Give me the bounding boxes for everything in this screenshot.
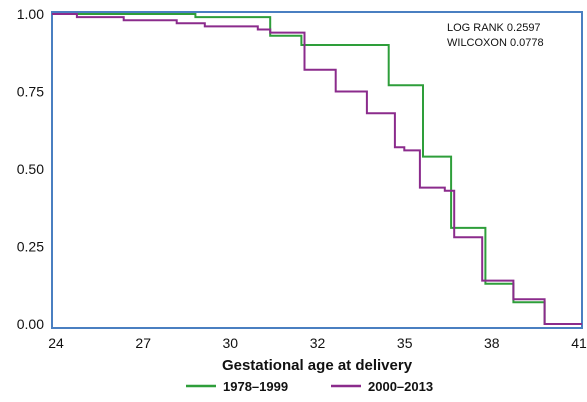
annotation-wilcoxon: WILCOXON 0.0778	[447, 37, 544, 49]
x-tick-label: 35	[397, 335, 413, 351]
x-tick-label: 24	[48, 335, 64, 351]
y-tick-label: 0.25	[17, 239, 44, 255]
x-tick-label: 38	[484, 335, 500, 351]
y-tick-label: 1.00	[17, 6, 44, 22]
y-tick-label: 0.50	[17, 161, 44, 177]
x-tick-labels: 24 27 30 32 35 38 41	[48, 335, 587, 351]
legend: 1978–1999 2000–2013	[186, 379, 433, 394]
x-axis-label: Gestational age at delivery	[222, 357, 413, 374]
series-line-2000-2013	[52, 13, 582, 325]
x-tick-label: 32	[310, 335, 326, 351]
series-layer	[52, 13, 582, 325]
x-tick-label: 27	[135, 335, 151, 351]
y-tick-labels: 1.00 0.75 0.50 0.25 0.00	[17, 6, 44, 332]
x-tick-label: 41	[571, 335, 587, 351]
y-tick-label: 0.00	[17, 316, 44, 332]
annotation-log-rank: LOG RANK 0.2597	[447, 22, 541, 34]
legend-label-2000-2013: 2000–2013	[368, 379, 433, 394]
x-tick-label: 30	[223, 335, 239, 351]
plot-frame	[51, 11, 583, 329]
y-tick-label: 0.75	[17, 84, 44, 100]
legend-label-1978-1999: 1978–1999	[223, 379, 288, 394]
